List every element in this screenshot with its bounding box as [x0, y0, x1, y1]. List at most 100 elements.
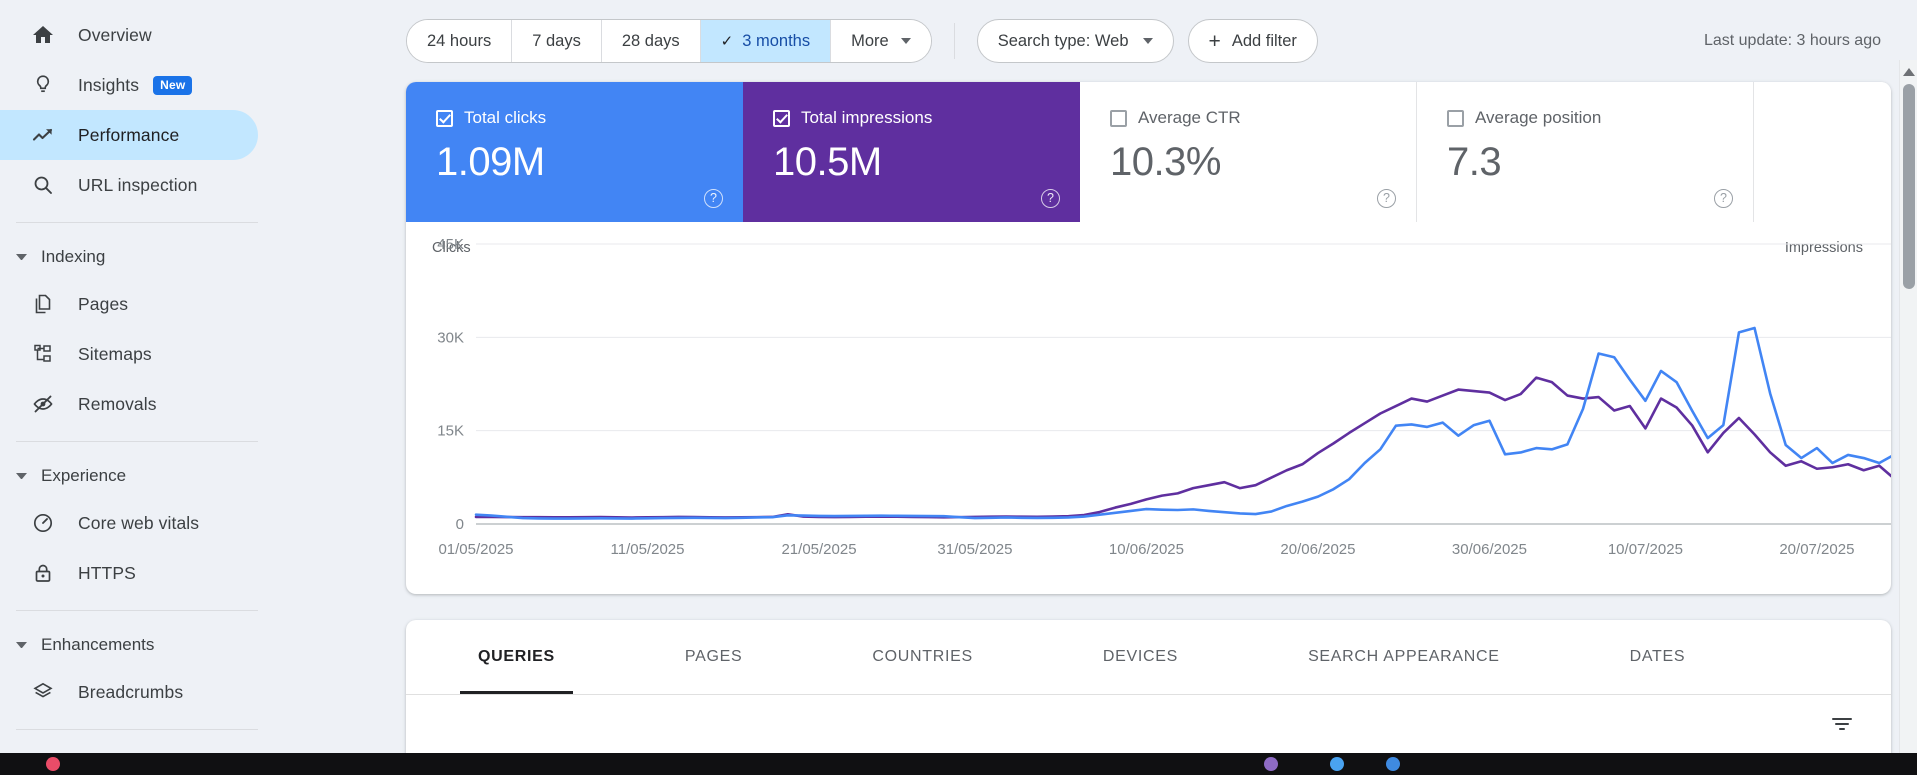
metric-cards-spacer [1754, 82, 1891, 222]
help-icon[interactable]: ? [1041, 189, 1060, 208]
toolbar-divider [953, 23, 955, 59]
metric-card-total-impressions[interactable]: Total impressions 10.5M ? [743, 82, 1080, 222]
sidebar-item-label: Core web vitals [78, 512, 200, 533]
tab-dates[interactable]: DATES [1604, 620, 1712, 694]
dimension-tabs: QUERIES PAGES COUNTRIES DEVICES SEARCH A… [406, 620, 1891, 694]
checkbox-icon[interactable] [436, 109, 453, 127]
tab-search-appearance[interactable]: SEARCH APPEARANCE [1282, 620, 1526, 694]
checkbox-icon[interactable] [773, 109, 790, 127]
tab-devices[interactable]: DEVICES [1077, 620, 1204, 694]
os-taskbar [0, 753, 1917, 775]
metric-cards: Total clicks 1.09M ? Total impressions 1… [406, 82, 1891, 222]
sidebar-item-label: Insights [78, 74, 140, 95]
x-axis-tick: 11/05/2025 [611, 541, 685, 558]
sidebar-item-url-inspection[interactable]: URL inspection [0, 160, 258, 210]
eye-off-icon [30, 391, 56, 417]
taskbar-app-icon[interactable] [1330, 757, 1344, 771]
sidebar-group-label: Indexing [41, 247, 106, 266]
date-range-7-days[interactable]: 7 days [512, 20, 602, 62]
sidebar-item-https[interactable]: HTTPS [0, 548, 258, 598]
home-icon [30, 22, 56, 48]
filter-list-icon[interactable] [1829, 715, 1855, 733]
help-icon[interactable]: ? [1714, 189, 1733, 208]
y-axis-title-clicks: Clicks [432, 240, 471, 256]
tab-label: COUNTRIES [872, 648, 973, 665]
sidebar-group-indexing[interactable]: Indexing [0, 235, 318, 279]
sidebar-item-performance[interactable]: Performance [0, 110, 258, 160]
metric-value: 10.5M [773, 140, 882, 184]
sidebar-group-enhancements[interactable]: Enhancements [0, 623, 318, 667]
tab-pages[interactable]: PAGES [659, 620, 768, 694]
metric-card-average-position[interactable]: Average position 7.3 ? [1417, 82, 1754, 222]
x-axis-tick: 20/06/2025 [1280, 541, 1355, 558]
metric-label: Total clicks [464, 108, 547, 127]
checkbox-icon[interactable] [1110, 109, 1127, 127]
sidebar-item-sitemaps[interactable]: Sitemaps [0, 329, 258, 379]
x-axis-tick: 31/05/2025 [937, 541, 1012, 558]
x-axis-tick: 21/05/2025 [781, 541, 856, 558]
sidebar-item-removals[interactable]: Removals [0, 379, 258, 429]
metric-value: 1.09M [436, 140, 545, 184]
date-range-segmented-control: 24 hours 7 days 28 days ✓ 3 months More [406, 19, 932, 63]
metric-value: 7.3 [1447, 140, 1502, 184]
date-range-label: More [851, 31, 889, 50]
date-range-label: 28 days [621, 31, 680, 50]
chart-svg: 015K30K45K0125K250K375K01/05/202511/05/2… [437, 236, 1891, 558]
help-icon[interactable]: ? [1377, 189, 1396, 208]
checkbox-icon[interactable] [1447, 109, 1464, 127]
add-filter-label: Add filter [1231, 31, 1297, 50]
search-type-label: Search type: Web [997, 31, 1129, 50]
sidebar-group-experience[interactable]: Experience [0, 454, 318, 498]
sidebar-item-label: URL inspection [78, 174, 198, 195]
date-range-more[interactable]: More [831, 20, 931, 62]
sidebar-item-overview[interactable]: Overview [0, 10, 258, 60]
metric-header: Total impressions [773, 108, 1056, 128]
search-icon [30, 172, 56, 198]
scroll-up-arrow-icon[interactable] [1900, 63, 1917, 81]
plus-icon: + [1208, 29, 1221, 53]
sidebar-item-label: Removals [78, 393, 157, 414]
date-range-label: 7 days [532, 31, 581, 50]
tabs-underline-rule [406, 694, 1891, 695]
vertical-scrollbar[interactable] [1899, 60, 1917, 775]
metric-header: Average position [1447, 108, 1729, 128]
chevron-down-icon [16, 473, 27, 479]
sidebar-item-pages[interactable]: Pages [0, 279, 258, 329]
sidebar-divider [16, 222, 258, 223]
taskbar-app-icon[interactable] [1386, 757, 1400, 771]
taskbar-app-icon[interactable] [1264, 757, 1278, 771]
sidebar-item-breadcrumbs[interactable]: Breadcrumbs [0, 667, 258, 717]
sidebar-item-insights[interactable]: Insights New [0, 60, 258, 110]
scrollbar-thumb[interactable] [1903, 84, 1915, 289]
lightbulb-icon [30, 72, 56, 98]
dimension-tabs-card: QUERIES PAGES COUNTRIES DEVICES SEARCH A… [406, 620, 1891, 775]
chart-line-total-clicks [474, 326, 1891, 520]
speedometer-icon [30, 510, 56, 536]
chevron-down-icon [16, 254, 27, 260]
metric-card-total-clicks[interactable]: Total clicks 1.09M ? [406, 82, 743, 222]
search-type-filter[interactable]: Search type: Web [976, 19, 1174, 63]
chevron-down-icon [1142, 38, 1153, 44]
sidebar-divider [16, 441, 258, 442]
tab-countries[interactable]: COUNTRIES [846, 620, 999, 694]
main-content: 24 hours 7 days 28 days ✓ 3 months More [318, 0, 1917, 775]
x-axis-tick: 30/06/2025 [1452, 541, 1527, 558]
date-range-24-hours[interactable]: 24 hours [407, 20, 513, 62]
metric-value: 10.3% [1110, 140, 1221, 184]
taskbar-app-icon[interactable] [46, 757, 60, 771]
date-range-3-months[interactable]: ✓ 3 months [700, 20, 832, 62]
help-icon[interactable]: ? [704, 189, 723, 208]
sidebar-item-core-web-vitals[interactable]: Core web vitals [0, 498, 258, 548]
date-range-28-days[interactable]: 28 days [601, 20, 701, 62]
metric-label: Average position [1475, 108, 1602, 127]
date-range-label: 3 months [742, 31, 811, 50]
tab-label: PAGES [684, 648, 743, 665]
tab-queries[interactable]: QUERIES [452, 620, 581, 694]
chevron-down-icon [16, 642, 27, 648]
tab-label: QUERIES [478, 648, 555, 665]
add-filter-button[interactable]: + Add filter [1187, 19, 1318, 63]
metric-card-average-ctr[interactable]: Average CTR 10.3% ? [1080, 82, 1417, 222]
performance-chart-card: Total clicks 1.09M ? Total impressions 1… [406, 82, 1891, 594]
chevron-down-icon [900, 38, 911, 44]
